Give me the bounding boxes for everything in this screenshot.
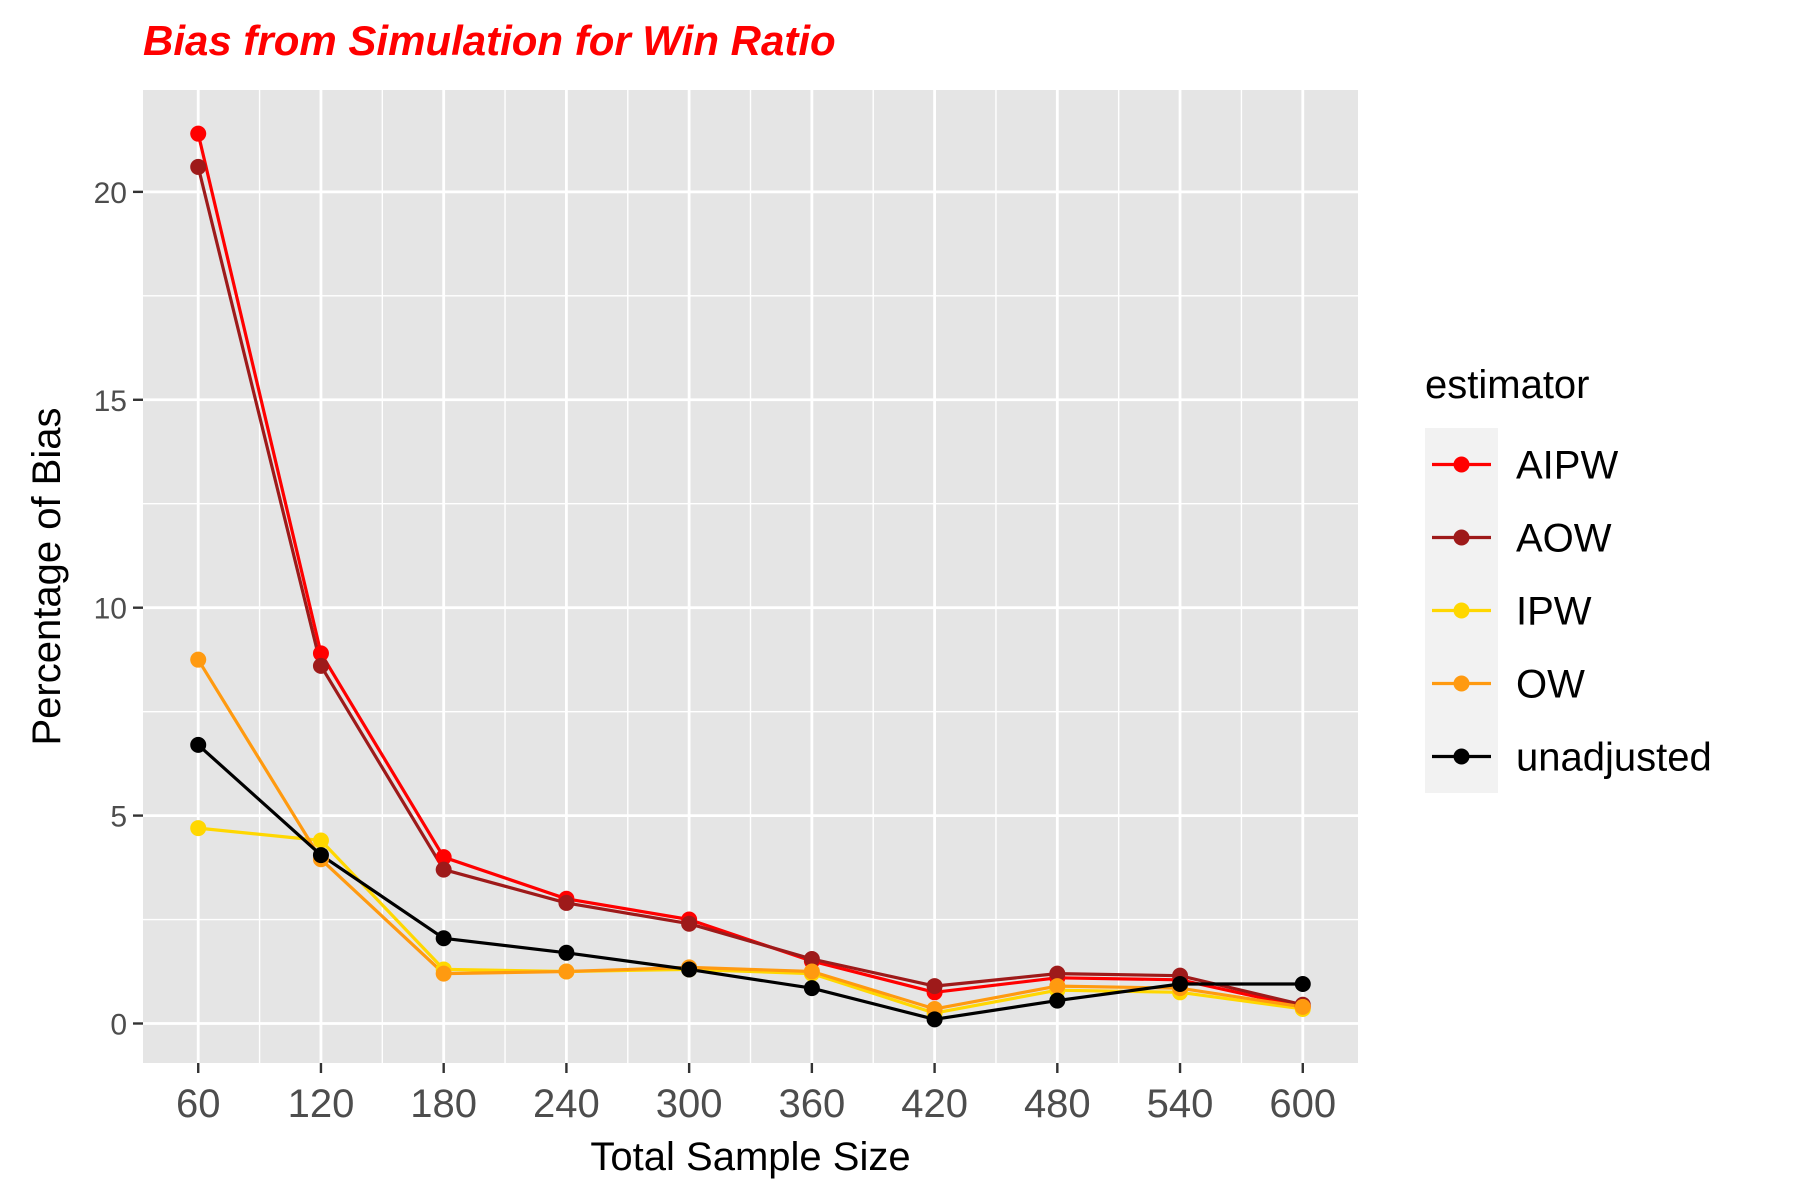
legend-label-AIPW: AIPW bbox=[1516, 444, 1618, 488]
data-point-AIPW bbox=[312, 645, 329, 662]
legend-key-point-IPW bbox=[1453, 602, 1470, 619]
x-tick-label: 540 bbox=[1147, 1082, 1214, 1126]
legend-key-point-OW bbox=[1453, 675, 1470, 692]
chart-title: Bias from Simulation for Win Ratio bbox=[143, 17, 836, 64]
series-line-AOW bbox=[196, 166, 1304, 1007]
data-point-OW bbox=[1294, 998, 1311, 1015]
data-point-AIPW bbox=[435, 849, 452, 866]
y-tick-label: 0 bbox=[110, 1008, 127, 1041]
data-point-AOW bbox=[926, 978, 943, 995]
data-point-AOW bbox=[312, 657, 329, 674]
legend-title: estimator bbox=[1425, 363, 1590, 407]
y-tick-label: 15 bbox=[94, 385, 127, 418]
data-point-unadjusted bbox=[681, 961, 698, 978]
data-point-unadjusted bbox=[1049, 992, 1066, 1009]
x-tick-label: 120 bbox=[288, 1082, 355, 1126]
legend-label-AOW: AOW bbox=[1516, 517, 1612, 561]
x-tick-label: 60 bbox=[176, 1082, 221, 1126]
data-point-AIPW bbox=[190, 125, 207, 142]
x-axis-label: Total Sample Size bbox=[590, 1135, 910, 1179]
data-point-unadjusted bbox=[435, 930, 452, 947]
data-point-unadjusted bbox=[926, 1011, 943, 1028]
y-tick-label: 20 bbox=[94, 177, 127, 210]
series-line-unadjusted bbox=[197, 743, 1303, 1021]
major-gridlines bbox=[143, 90, 1358, 1063]
data-point-IPW bbox=[312, 832, 329, 849]
x-tick-label: 180 bbox=[410, 1082, 477, 1126]
data-point-unadjusted bbox=[312, 847, 329, 864]
x-tick-label: 300 bbox=[656, 1082, 723, 1126]
y-tick-label: 5 bbox=[110, 801, 127, 834]
y-axis-label: Percentage of Bias bbox=[25, 408, 69, 746]
data-point-OW bbox=[190, 651, 207, 668]
data-point-OW bbox=[435, 965, 452, 982]
data-point-unadjusted bbox=[803, 980, 820, 997]
data-point-IPW bbox=[190, 820, 207, 837]
data-point-unadjusted bbox=[1294, 975, 1311, 992]
legend: estimator AIPW AOW IPW OW unadjusted bbox=[1425, 363, 1712, 793]
data-point-unadjusted bbox=[190, 736, 207, 753]
x-tick-label: 600 bbox=[1269, 1082, 1336, 1126]
legend-label-OW: OW bbox=[1516, 663, 1585, 707]
data-point-AOW bbox=[558, 894, 575, 911]
data-point-AOW bbox=[1049, 965, 1066, 982]
data-point-AOW bbox=[681, 915, 698, 932]
y-axis: 0 5 10 15 20 bbox=[94, 177, 143, 1041]
data-point-AOW bbox=[435, 861, 452, 878]
data-point-unadjusted bbox=[1172, 975, 1189, 992]
x-tick-label: 360 bbox=[778, 1082, 845, 1126]
x-tick-label: 240 bbox=[533, 1082, 600, 1126]
x-tick-label: 420 bbox=[901, 1082, 968, 1126]
legend-key-point-AOW bbox=[1453, 529, 1470, 546]
legend-key-point-unadjusted bbox=[1453, 748, 1470, 765]
series-layer bbox=[190, 125, 1311, 1028]
minor-gridlines bbox=[143, 90, 1358, 1063]
legend-label-IPW: IPW bbox=[1516, 590, 1592, 634]
y-tick-label: 10 bbox=[94, 593, 127, 626]
x-tick-label: 480 bbox=[1024, 1082, 1091, 1126]
series-line-OW bbox=[196, 658, 1304, 1011]
data-point-OW bbox=[558, 963, 575, 980]
legend-items: AIPW AOW IPW OW unadjusted bbox=[1432, 444, 1712, 780]
data-point-AOW bbox=[190, 158, 207, 175]
legend-label-unadjusted: unadjusted bbox=[1516, 736, 1712, 780]
data-point-OW bbox=[1049, 978, 1066, 995]
data-point-unadjusted bbox=[558, 944, 575, 961]
data-point-AOW bbox=[803, 951, 820, 968]
legend-key-point-AIPW bbox=[1453, 456, 1470, 473]
data-point-OW bbox=[803, 963, 820, 980]
x-axis: 60 120 180 240 300 360 420 480 540 600 bbox=[176, 1063, 1336, 1126]
